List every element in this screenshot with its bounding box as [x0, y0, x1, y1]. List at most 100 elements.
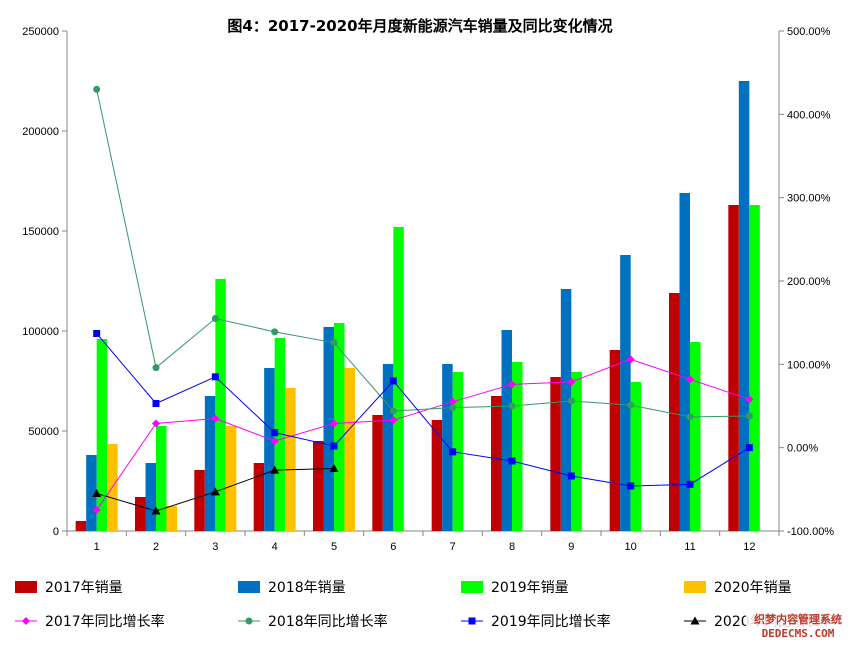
bar	[620, 255, 631, 531]
bar	[75, 521, 87, 531]
line-point	[92, 489, 102, 497]
axes: 0 50000 100000 150000 200000 250000 -100.00% 0.…	[22, 26, 834, 553]
bar	[135, 497, 146, 531]
y-right-tick-label: 100.00%	[787, 359, 831, 371]
bar	[156, 426, 167, 531]
line-point	[152, 400, 160, 407]
line-point	[329, 464, 339, 472]
line-point	[22, 617, 30, 625]
y-right-tick-label: 300.00%	[787, 193, 831, 205]
x-tick-label: 10	[625, 541, 637, 553]
y-left-tick-label: 50000	[28, 426, 59, 438]
bar	[501, 330, 512, 531]
line-point	[686, 480, 694, 488]
bar	[204, 396, 216, 531]
bar	[86, 455, 97, 531]
bar	[372, 415, 383, 531]
line-point	[627, 482, 635, 490]
series-line	[96, 358, 750, 511]
watermark: 织梦内容管理系统 DEDECMS.COM	[746, 611, 852, 641]
bar	[264, 368, 275, 531]
line-point	[271, 429, 279, 437]
line-point	[211, 373, 219, 381]
legend-label: 2018年同比增长率	[268, 613, 388, 630]
x-tick-label: 1	[94, 541, 100, 553]
bar	[749, 205, 760, 531]
bar	[194, 470, 205, 531]
line-point	[449, 404, 457, 412]
line-point	[567, 397, 575, 405]
line-point	[745, 444, 753, 452]
bar	[550, 377, 561, 531]
bar	[215, 279, 226, 531]
bar	[679, 193, 690, 531]
y-left-tick-label: 150000	[22, 226, 59, 238]
bar	[512, 362, 523, 531]
bar	[96, 339, 108, 531]
line-point	[508, 457, 516, 465]
line-point	[270, 465, 280, 474]
bar	[344, 368, 355, 531]
line-point	[93, 85, 101, 93]
line-point	[211, 315, 219, 322]
legend-swatch	[238, 581, 260, 593]
legend-label: 2020年销量	[714, 580, 792, 596]
line-point	[745, 395, 754, 404]
y-right-tick-label: 500.00%	[787, 26, 831, 38]
line-series	[92, 464, 339, 515]
watermark-line2: DEDECMS.COM	[762, 627, 835, 640]
legend-label: 2017年同比增长率	[45, 613, 165, 630]
bar	[382, 364, 394, 531]
y-right-tick-label: 400.00%	[787, 109, 831, 121]
y-left-tick-label: 200000	[22, 126, 59, 138]
chart-title: 图4：2017-2020年月度新能源汽车销量及同比变化情况	[227, 17, 612, 35]
line-point	[330, 442, 338, 450]
line-point	[626, 355, 635, 364]
bar	[285, 388, 296, 531]
x-tick-label: 9	[568, 541, 574, 553]
legend-swatch	[461, 581, 483, 593]
bar	[431, 420, 443, 531]
line-point	[389, 407, 397, 415]
bar	[334, 323, 345, 531]
bar	[225, 426, 237, 531]
legend-swatch	[15, 581, 37, 593]
line-point	[508, 380, 516, 389]
line-point	[151, 506, 161, 515]
bar	[253, 463, 265, 531]
y-right-tick-label: -100.00%	[787, 526, 834, 538]
line-point	[211, 414, 220, 423]
bar	[442, 364, 453, 531]
x-tick-label: 7	[450, 541, 456, 553]
line-point	[93, 330, 101, 337]
y-right-tick-label: 0.00%	[787, 443, 818, 455]
line-point	[92, 506, 101, 515]
line-point	[686, 413, 694, 421]
bar	[393, 227, 404, 531]
legend-label: 2019年销量	[491, 580, 569, 596]
line-point	[271, 328, 279, 336]
x-tick-label: 5	[331, 541, 337, 553]
bar	[690, 342, 701, 531]
bar	[274, 338, 286, 531]
line-point	[627, 401, 635, 409]
line-point	[270, 437, 279, 445]
line-point	[152, 364, 160, 372]
x-tick-label: 2	[153, 541, 159, 553]
bar	[728, 205, 739, 531]
line-point	[389, 416, 398, 425]
x-tick-label: 4	[272, 541, 278, 553]
bar	[571, 372, 582, 531]
line-point	[448, 397, 457, 406]
y-left-tick-label: 0	[53, 526, 59, 538]
bar	[452, 372, 464, 531]
legend-swatch	[684, 581, 706, 593]
y-left-tick-label: 100000	[22, 326, 59, 338]
line-point	[690, 616, 700, 625]
line-series	[92, 355, 754, 515]
series-line	[96, 333, 750, 487]
line-series	[93, 330, 753, 490]
bar	[669, 293, 680, 531]
bar	[313, 441, 324, 531]
